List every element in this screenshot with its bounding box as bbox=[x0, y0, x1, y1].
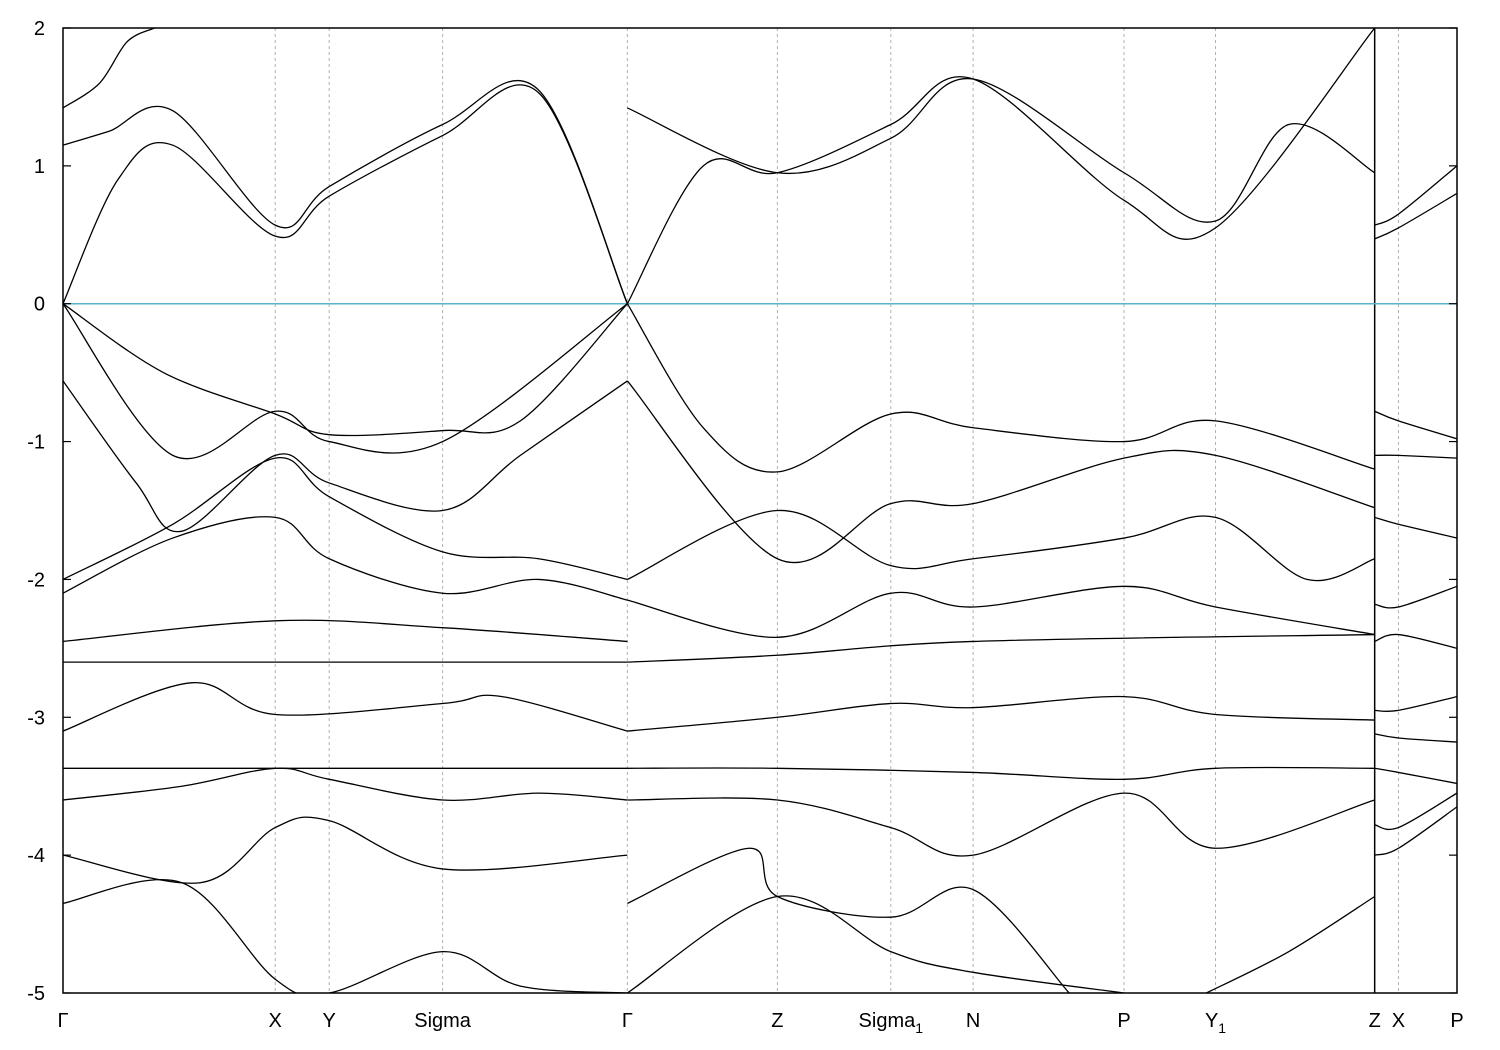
y-tick-label: -2 bbox=[27, 569, 45, 591]
x-tick-label: Γ bbox=[57, 1010, 68, 1032]
band-line bbox=[627, 695, 1375, 732]
band-curves bbox=[63, 28, 1457, 993]
x-tick-subscript: 1 bbox=[915, 1020, 923, 1036]
band-line bbox=[63, 457, 628, 581]
band-line bbox=[627, 78, 1376, 223]
band-line bbox=[1374, 806, 1457, 856]
band-line bbox=[1374, 695, 1457, 713]
x-tick-label: X bbox=[1392, 1010, 1405, 1032]
x-tick-label: Sigma1 bbox=[859, 1010, 924, 1036]
band-line bbox=[1374, 516, 1457, 539]
x-tick-label: Sigma bbox=[414, 1010, 472, 1032]
band-line bbox=[63, 516, 628, 601]
y-tick-label: 1 bbox=[34, 156, 45, 178]
band-line bbox=[63, 682, 628, 732]
band-line bbox=[1374, 633, 1457, 649]
grid-lines bbox=[274, 28, 1399, 993]
y-tick-label: 2 bbox=[34, 18, 45, 40]
band-line bbox=[626, 380, 1375, 564]
band-line bbox=[627, 585, 1375, 638]
y-axis-ticks: 2 1 0 -1 -2 -3 -4 -5 bbox=[27, 18, 1457, 1005]
x-axis-ticks: Γ X Y Sigma Γ Z Sigma1 N P Y1 Z X P bbox=[57, 1010, 1463, 1036]
x-tick-label: X bbox=[269, 1010, 282, 1032]
band-line bbox=[1374, 733, 1457, 743]
band-line bbox=[1374, 410, 1457, 440]
x-tick-label: P bbox=[1450, 1010, 1463, 1032]
band-line bbox=[1374, 165, 1457, 226]
y-tick-label: -3 bbox=[27, 707, 45, 729]
band-line bbox=[63, 303, 628, 437]
band-line bbox=[627, 766, 1375, 781]
band-line bbox=[1374, 585, 1457, 609]
x-tick-label: Z bbox=[1369, 1010, 1381, 1032]
band-line bbox=[63, 878, 628, 993]
x-tick-label: N bbox=[966, 1010, 980, 1032]
band-line bbox=[63, 767, 628, 802]
band-line bbox=[63, 303, 628, 460]
x-tick-label: Y1 bbox=[1205, 1010, 1226, 1036]
band-line bbox=[1374, 767, 1457, 785]
y-tick-label: 0 bbox=[34, 294, 45, 316]
band-line bbox=[627, 509, 1375, 582]
band-line bbox=[627, 792, 1375, 857]
band-line bbox=[626, 28, 1376, 305]
y-tick-label: -4 bbox=[27, 845, 45, 867]
x-tick-label: Z bbox=[771, 1010, 783, 1032]
x-tick-label: Y bbox=[323, 1010, 336, 1032]
band-line bbox=[63, 79, 628, 304]
band-line bbox=[1374, 192, 1457, 240]
band-line bbox=[63, 380, 628, 533]
x-tick-subscript: 1 bbox=[1218, 1020, 1226, 1036]
band-line bbox=[627, 847, 1070, 993]
x-tick-label: P bbox=[1117, 1010, 1130, 1032]
x-tick-label: Γ bbox=[622, 1010, 633, 1032]
plot-frame bbox=[62, 27, 1458, 994]
band-line bbox=[63, 28, 155, 109]
band-line bbox=[627, 633, 1375, 663]
band-line bbox=[63, 84, 628, 304]
y-tick-label: -5 bbox=[27, 983, 45, 1005]
y-tick-label: -1 bbox=[27, 432, 45, 454]
band-line bbox=[63, 619, 628, 643]
band-line bbox=[63, 816, 628, 884]
band-line bbox=[627, 895, 1125, 993]
band-line bbox=[626, 303, 1375, 473]
band-line bbox=[1374, 792, 1457, 831]
band-line bbox=[1374, 454, 1457, 459]
band-line bbox=[1206, 895, 1376, 993]
